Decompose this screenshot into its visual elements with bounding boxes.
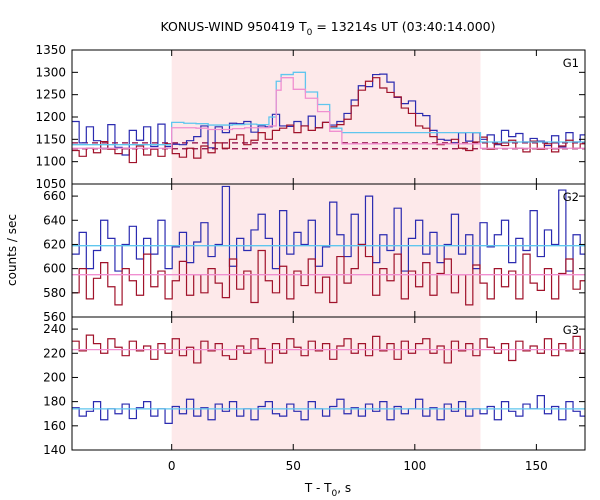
y-tick-label: 1300 — [35, 65, 66, 79]
y-tick-label: 180 — [43, 395, 66, 409]
panels-group: 1050 1100 1150 1200 1250 1300 1350 G1 560 580 600 6… — [35, 43, 586, 457]
chart-title-subscript: 0 — [307, 28, 313, 38]
y-tick-label: 560 — [43, 310, 66, 324]
y-tick-label: 620 — [43, 237, 66, 251]
y-tick-label: 1200 — [35, 110, 66, 124]
y-tick-label: 1100 — [35, 155, 66, 169]
x-tick-label: 50 — [286, 459, 301, 473]
y-tick-label: 1250 — [35, 88, 66, 102]
chart-title-main: KONUS-WIND 950419 T — [160, 19, 306, 34]
highlight-interval — [171, 50, 481, 184]
panel-g3: 140 160 180 200 220 240 G3 — [43, 316, 586, 457]
y-tick-label: 660 — [43, 189, 66, 203]
panel-label: G2 — [563, 190, 579, 204]
y-axis-label: counts / sec — [5, 214, 19, 286]
x-axis-label: T - T0, s — [304, 481, 351, 499]
panel-label: G1 — [563, 56, 579, 70]
x-tick-label: 100 — [403, 459, 426, 473]
series-red-g2 — [72, 243, 585, 306]
highlight-interval — [171, 317, 481, 450]
x-tick-label: 150 — [525, 459, 548, 473]
y-tick-label: 220 — [43, 346, 66, 360]
x-axis-label-subscript: 0 — [332, 489, 338, 499]
y-tick-label: 160 — [43, 419, 66, 433]
chart-title-rest: = 13214s UT (03:40:14.000) — [312, 19, 495, 34]
y-tick-label: 140 — [43, 443, 66, 457]
y-tick-label: 1150 — [35, 132, 66, 146]
x-tick-label: 0 — [168, 459, 176, 473]
y-tick-label: 580 — [43, 286, 66, 300]
highlight-interval — [171, 184, 481, 317]
y-tick-label: 600 — [43, 262, 66, 276]
series-blue-g3 — [72, 394, 585, 424]
y-tick-label: 1350 — [35, 43, 66, 57]
y-tick-label: 200 — [43, 370, 66, 384]
x-tick-labels: 0 50 100 150 — [168, 459, 548, 473]
series-red-g3 — [72, 334, 585, 364]
series-blue-g2 — [72, 185, 585, 272]
panel-g2: 560 580 600 620 640 660 G2 — [43, 183, 586, 324]
panel-frame — [71, 316, 586, 451]
chart-title: KONUS-WIND 950419 T0 = 13214s UT (03:40:… — [160, 19, 495, 38]
y-tick-label: 640 — [43, 213, 66, 227]
panel-g1: 1050 1100 1150 1200 1250 1300 1350 G1 — [35, 43, 586, 191]
y-tick-label: 240 — [43, 322, 66, 336]
x-axis-label-main: T - T — [304, 481, 332, 495]
y-tick-label: 1050 — [35, 177, 66, 191]
panel-label: G3 — [563, 323, 579, 337]
series-pink-g1 — [72, 77, 585, 149]
x-axis-label-rest: , s — [337, 481, 351, 495]
